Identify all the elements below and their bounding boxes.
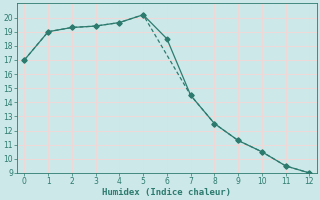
X-axis label: Humidex (Indice chaleur): Humidex (Indice chaleur) (102, 188, 231, 197)
